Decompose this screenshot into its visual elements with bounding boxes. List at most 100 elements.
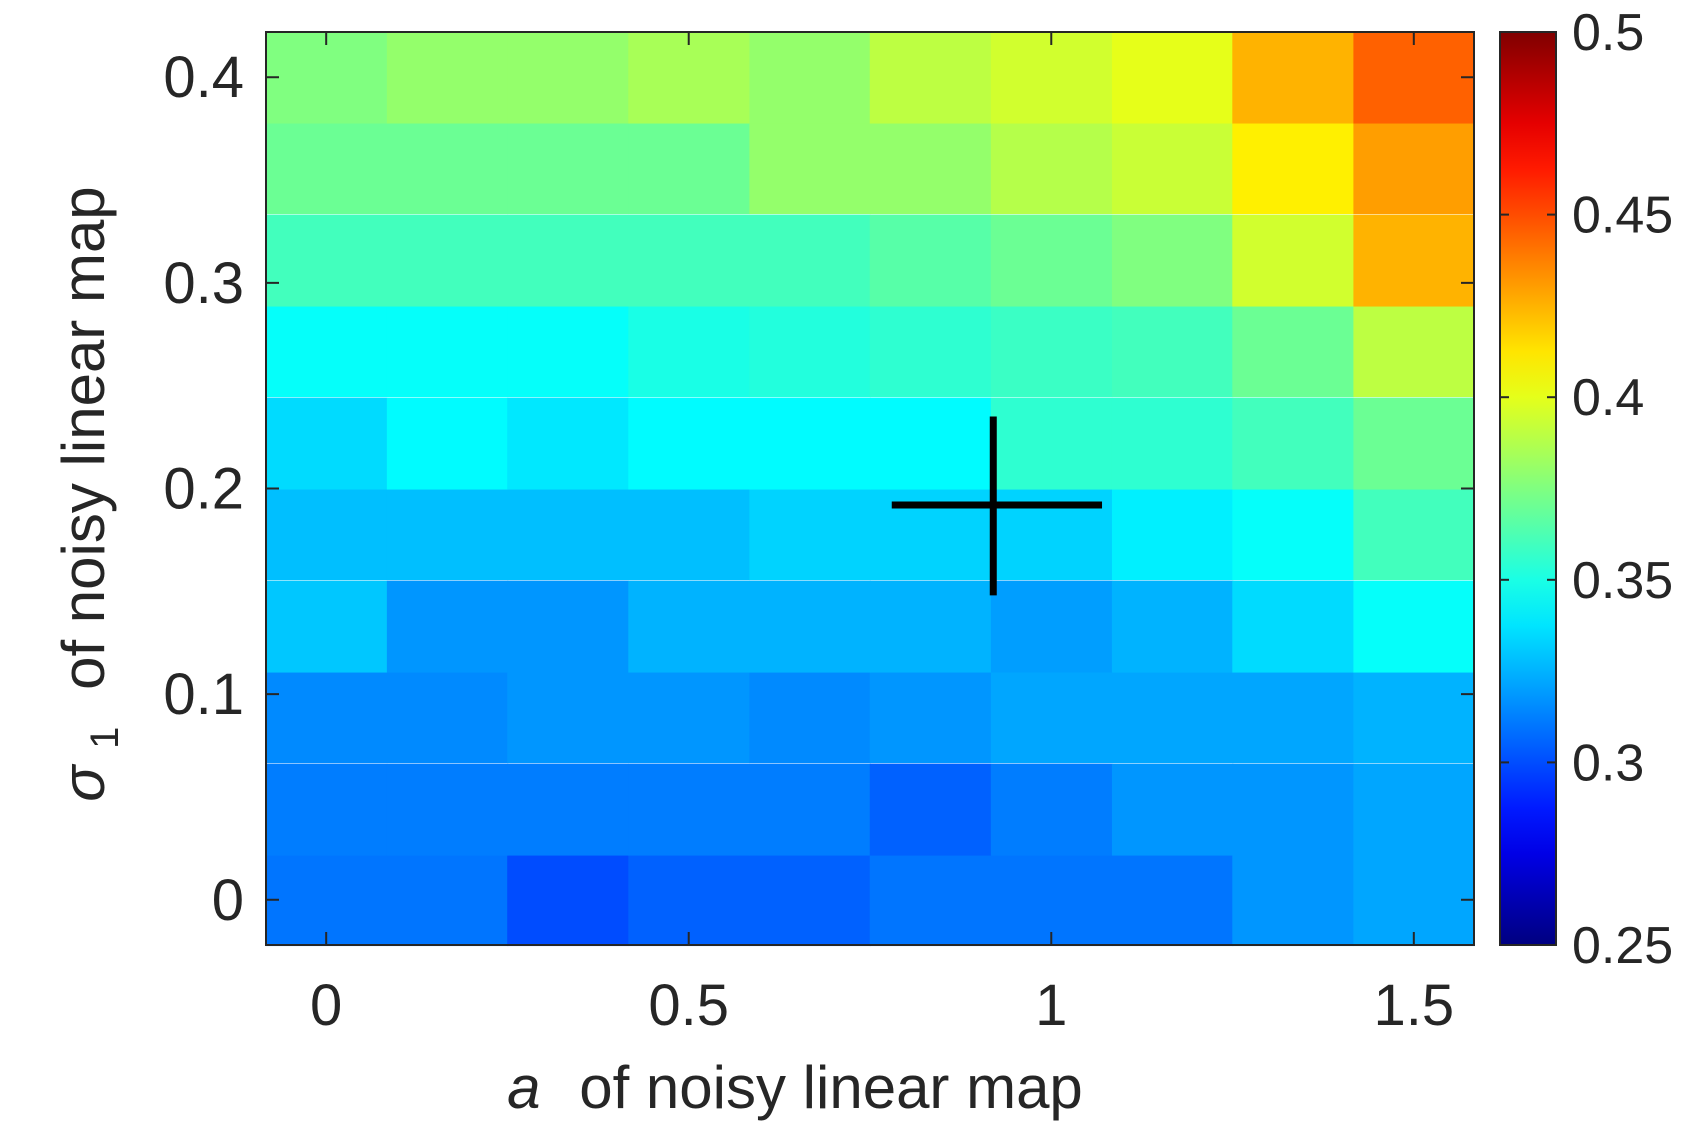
heatmap-cell bbox=[387, 854, 508, 946]
heatmap-cell bbox=[1232, 32, 1353, 124]
heatmap-cell bbox=[1232, 764, 1353, 856]
heatmap-cell bbox=[1232, 581, 1353, 673]
heatmap-cell bbox=[1232, 305, 1353, 397]
colorbar: 0.25 0.3 0.35 0.4 0.45 0.5 bbox=[1500, 4, 1673, 975]
y-tick-label: 0.4 bbox=[163, 45, 244, 110]
x-axis-label-text: of noisy linear map bbox=[579, 1054, 1083, 1121]
heatmap-cell bbox=[628, 122, 749, 214]
heatmap-cell bbox=[266, 398, 387, 490]
heatmap-cell bbox=[387, 671, 508, 763]
colorbar-tick-label: 0.3 bbox=[1572, 734, 1644, 792]
heatmap-cell bbox=[387, 764, 508, 856]
heatmap-cell bbox=[1232, 398, 1353, 490]
heatmap-cell bbox=[991, 671, 1112, 763]
heatmap-cell bbox=[749, 398, 870, 490]
heatmap-cell bbox=[266, 488, 387, 580]
heatmap-cell bbox=[1112, 32, 1233, 124]
heatmap-cell bbox=[870, 305, 991, 397]
y-axis-label-text: of noisy linear map bbox=[50, 186, 117, 690]
heatmap-cell bbox=[507, 305, 628, 397]
colorbar-tick-label: 0.35 bbox=[1572, 552, 1673, 610]
heatmap-cell bbox=[870, 32, 991, 124]
y-tick-label: 0.3 bbox=[163, 251, 244, 316]
heatmap-cell bbox=[870, 671, 991, 763]
heatmap-cell bbox=[1353, 671, 1474, 763]
heatmap-cell bbox=[870, 581, 991, 673]
x-axis-label: a of noisy linear map bbox=[507, 1054, 1083, 1121]
heatmap-cell bbox=[628, 764, 749, 856]
heatmap-cell bbox=[991, 32, 1112, 124]
heatmap-cell bbox=[387, 122, 508, 214]
heatmap-cell bbox=[749, 488, 870, 580]
heatmap-cells bbox=[266, 32, 1475, 947]
x-tick-label: 1 bbox=[1035, 973, 1067, 1038]
heatmap-cell bbox=[991, 122, 1112, 214]
x-axis-label-variable: a bbox=[507, 1054, 540, 1121]
y-tick-label: 0 bbox=[212, 868, 244, 933]
heatmap-cell bbox=[1353, 215, 1474, 307]
heatmap-cell bbox=[1353, 764, 1474, 856]
heatmap-cell bbox=[1353, 488, 1474, 580]
heatmap-cell bbox=[870, 854, 991, 946]
heatmap-cell bbox=[628, 215, 749, 307]
heatmap-cell bbox=[507, 215, 628, 307]
heatmap-cell bbox=[1353, 305, 1474, 397]
heatmap-cell bbox=[749, 32, 870, 124]
heatmap-cell bbox=[991, 764, 1112, 856]
heatmap-cell bbox=[507, 122, 628, 214]
heatmap-cell bbox=[266, 122, 387, 214]
heatmap-cell bbox=[507, 398, 628, 490]
heatmap-cell bbox=[1353, 581, 1474, 673]
colorbar-tick-label: 0.5 bbox=[1572, 4, 1644, 62]
heatmap-cell bbox=[1353, 398, 1474, 490]
heatmap-cell bbox=[507, 764, 628, 856]
y-tick-label: 0.2 bbox=[163, 457, 244, 522]
y-tick-label: 0.1 bbox=[163, 662, 244, 727]
heatmap-cell bbox=[628, 398, 749, 490]
x-tick-label: 0 bbox=[310, 973, 342, 1038]
heatmap-cell bbox=[1112, 122, 1233, 214]
heatmap-cell bbox=[507, 581, 628, 673]
heatmap-cell bbox=[1112, 215, 1233, 307]
heatmap-cell bbox=[1112, 581, 1233, 673]
heatmap-cell bbox=[1112, 854, 1233, 946]
heatmap-cell bbox=[266, 671, 387, 763]
heatmap-cell bbox=[749, 215, 870, 307]
heatmap-cell bbox=[1232, 488, 1353, 580]
heatmap-cell bbox=[1232, 671, 1353, 763]
heatmap-cell bbox=[266, 305, 387, 397]
colorbar-tick-label: 0.45 bbox=[1572, 187, 1673, 245]
colorbar-tick-label: 0.4 bbox=[1572, 369, 1644, 427]
heatmap-cell bbox=[628, 488, 749, 580]
heatmap-cell bbox=[628, 305, 749, 397]
heatmap-cell bbox=[991, 305, 1112, 397]
heatmap-cell bbox=[991, 581, 1112, 673]
x-tick-label: 0.5 bbox=[648, 973, 729, 1038]
heatmap-cell bbox=[870, 764, 991, 856]
heatmap-cell bbox=[387, 32, 508, 124]
heatmap-cell bbox=[628, 32, 749, 124]
colorbar-tick-label: 0.25 bbox=[1572, 917, 1673, 975]
heatmap-cell bbox=[628, 581, 749, 673]
heatmap-cell bbox=[1353, 122, 1474, 214]
heatmap-cell bbox=[507, 488, 628, 580]
heatmap-cell bbox=[1353, 32, 1474, 124]
x-tick-label: 1.5 bbox=[1373, 973, 1454, 1038]
heatmap-cell bbox=[628, 671, 749, 763]
heatmap-cell bbox=[870, 122, 991, 214]
heatmap-cell bbox=[507, 32, 628, 124]
heatmap-cell bbox=[749, 764, 870, 856]
heatmap-cell bbox=[870, 398, 991, 490]
heatmap-cell bbox=[991, 398, 1112, 490]
heatmap-cell bbox=[266, 32, 387, 124]
y-axis-label-subscript: 1 bbox=[83, 727, 127, 749]
heatmap-cell bbox=[266, 581, 387, 673]
heatmap-cell bbox=[387, 581, 508, 673]
heatmap-cell bbox=[1112, 398, 1233, 490]
colorbar-gradient bbox=[1500, 32, 1556, 945]
heatmap-cell bbox=[1112, 671, 1233, 763]
heatmap-cell bbox=[1112, 305, 1233, 397]
heatmap-cell bbox=[507, 671, 628, 763]
heatmap-cell bbox=[387, 398, 508, 490]
heatmap-cell bbox=[749, 671, 870, 763]
